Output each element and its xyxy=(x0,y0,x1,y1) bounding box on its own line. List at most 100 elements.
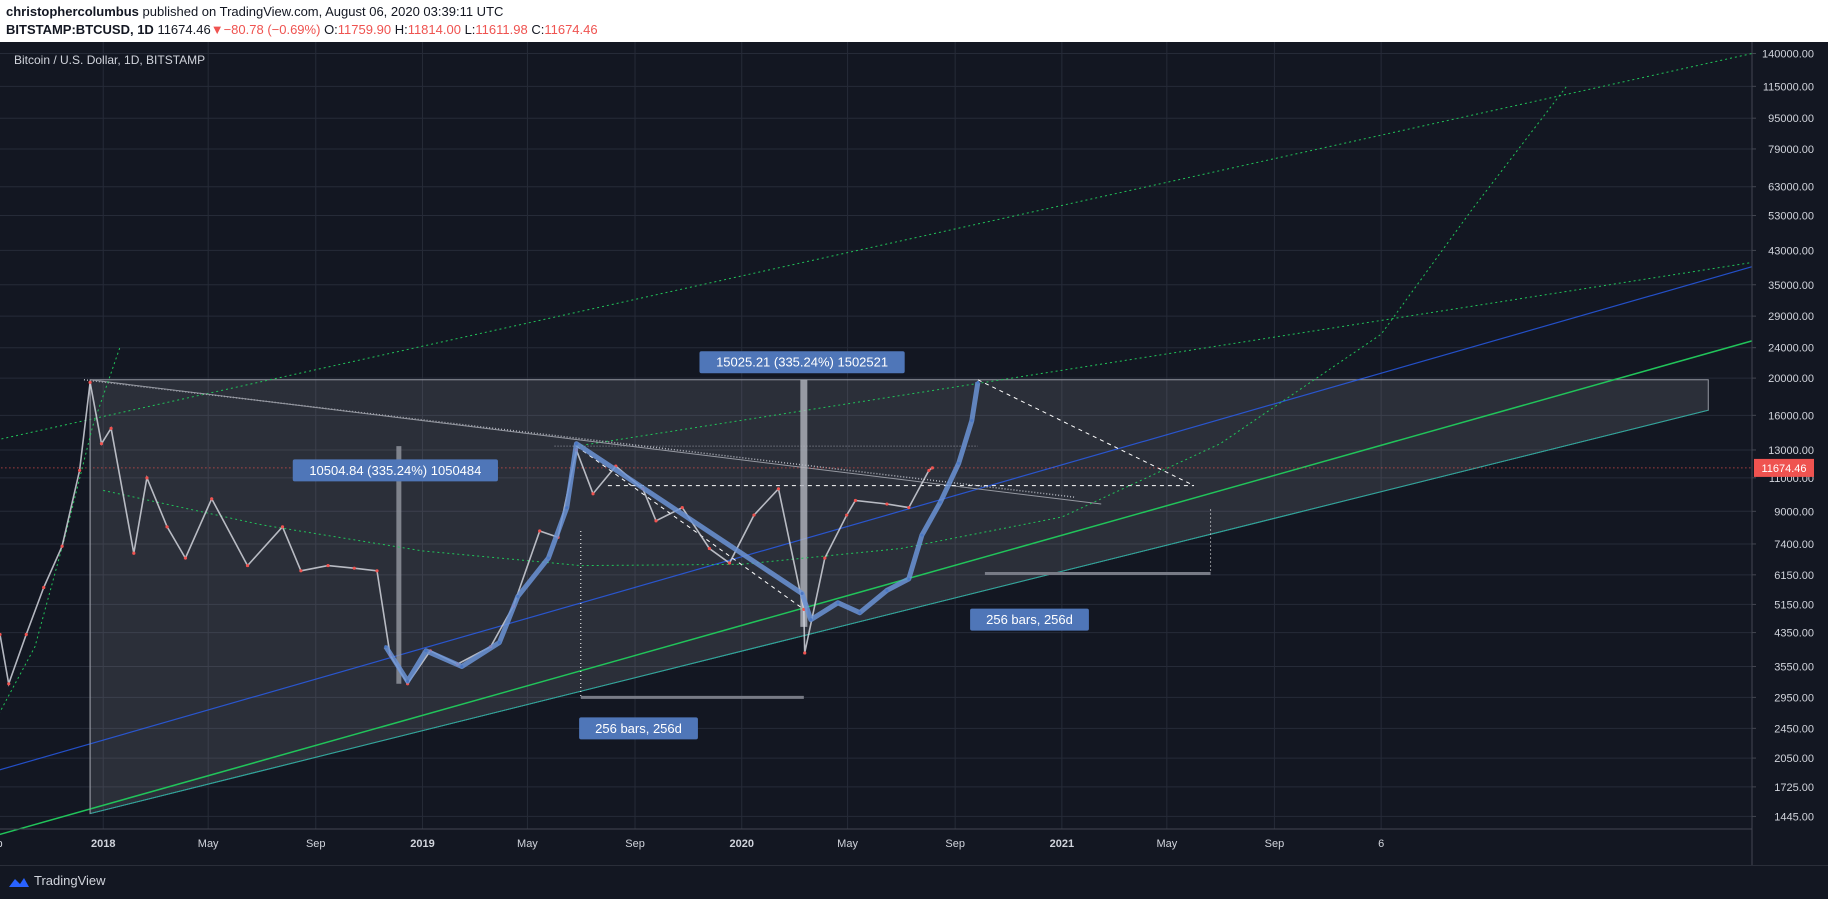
price-point xyxy=(727,561,732,565)
price-change: −80.78 (−0.69%) xyxy=(223,22,321,37)
projection-point xyxy=(406,679,410,683)
last-price: 11674.46 xyxy=(157,22,211,37)
annotation-label: 10504.84 (335.24%) 1050484 xyxy=(292,459,498,482)
price-point xyxy=(375,569,379,573)
x-tick-label: 2021 xyxy=(1050,838,1074,850)
price-point xyxy=(299,569,303,573)
price-point xyxy=(885,502,889,506)
blue-trendline xyxy=(0,266,1753,771)
price-point xyxy=(60,544,64,548)
publish-info: christophercolumbus published on Trading… xyxy=(6,4,503,19)
price-point xyxy=(145,476,149,480)
chart-drawings xyxy=(0,53,1753,836)
annotation-label: 256 bars, 256d xyxy=(970,608,1089,631)
projection-point xyxy=(970,419,974,423)
y-tick-label: 2450.00 xyxy=(1774,723,1814,735)
y-tick-label: 115000.00 xyxy=(1763,81,1814,93)
price-point xyxy=(654,519,658,523)
y-tick-label: 13000.00 xyxy=(1768,445,1814,457)
projection-point xyxy=(546,556,550,560)
price-point xyxy=(88,380,92,384)
low-label: L: xyxy=(464,22,476,37)
x-tick-label: Sep xyxy=(306,838,326,850)
price-point xyxy=(823,556,827,560)
parabolic-curve xyxy=(103,85,1567,567)
price-point xyxy=(352,566,356,570)
y-tick-label: 20000.00 xyxy=(1768,373,1814,385)
chart-title: Bitcoin / U.S. Dollar, 1D, BITSTAMP xyxy=(14,53,205,67)
price-point xyxy=(707,546,711,551)
price-point xyxy=(132,551,136,555)
projection-point xyxy=(858,611,862,615)
fractal-projection xyxy=(383,381,981,684)
down-arrow-icon: ▼ xyxy=(210,22,224,37)
low-value: 11611.98 xyxy=(475,22,528,37)
x-tick-label: 2018 xyxy=(91,838,115,850)
y-tick-label: 29000.00 xyxy=(1768,311,1814,323)
x-tick-label: May xyxy=(198,838,219,850)
tradingview-logo[interactable]: TradingView xyxy=(8,873,106,889)
price-point xyxy=(0,632,2,637)
annotation-box xyxy=(699,351,905,374)
publish-header: christophercolumbus published on Trading… xyxy=(0,0,1828,42)
price-chart[interactable]: Bitcoin / U.S. Dollar, 1D, BITSTAMP 1050… xyxy=(0,42,1828,865)
footer-brand: TradingView xyxy=(34,873,106,888)
price-point xyxy=(24,632,28,637)
footer: TradingView xyxy=(0,865,1828,899)
projection-point xyxy=(809,618,813,622)
price-point xyxy=(680,506,684,510)
y-tick-label: 95000.00 xyxy=(1768,113,1814,125)
annotation-text: 256 bars, 256d xyxy=(986,612,1073,627)
projection-point xyxy=(976,380,980,384)
price-point xyxy=(752,513,756,517)
y-tick-label: 43000.00 xyxy=(1768,245,1814,257)
close-value: 11674.46 xyxy=(544,22,598,37)
high-label: H: xyxy=(394,22,408,37)
resistance-line-2 xyxy=(90,379,1102,505)
price-point xyxy=(803,651,807,655)
last-price-text: 11674.46 xyxy=(1761,463,1806,475)
early-parabola xyxy=(0,347,121,713)
last-price-badge: 11674.46 xyxy=(1754,458,1814,477)
price-point xyxy=(42,585,46,590)
time-axis[interactable]: ep 2018 May Sep 2019 May Sep 2020 May Sep 2021 May S… xyxy=(0,838,1384,850)
y-tick-label: 24000.00 xyxy=(1768,343,1814,355)
price-point xyxy=(907,506,911,510)
y-tick-label: 2950.00 xyxy=(1774,692,1814,704)
projection-point xyxy=(885,588,889,592)
price-point xyxy=(99,442,104,446)
author-name[interactable]: christophercolumbus xyxy=(6,4,139,19)
annotation-box xyxy=(292,459,498,482)
high-value: 11814.00 xyxy=(407,22,461,37)
y-tick-label: 6150.00 xyxy=(1774,570,1814,582)
projection-point xyxy=(907,577,911,581)
mid-channel-line xyxy=(576,261,1753,447)
price-axis[interactable]: 140000.00 115000.00 95000.00 79000.00 63000.… xyxy=(1752,49,1814,824)
annotation-text: 15025.21 (335.24%) 1502521 xyxy=(716,355,888,370)
triangle-pattern xyxy=(89,379,1709,815)
projection-point xyxy=(516,595,520,599)
x-tick-label: May xyxy=(837,838,858,850)
price-point xyxy=(930,466,935,470)
price-point xyxy=(7,682,11,686)
y-tick-label: 5150.00 xyxy=(1774,599,1814,611)
projection-point xyxy=(957,461,961,465)
close-label: C: xyxy=(531,22,545,37)
projection-point xyxy=(800,591,804,595)
price-point xyxy=(245,563,250,568)
annotation-box xyxy=(970,608,1089,631)
y-tick-label: 4350.00 xyxy=(1774,628,1814,640)
symbol-name: BITSTAMP:BTCUSD, 1D xyxy=(6,22,154,37)
projection-point xyxy=(384,645,388,649)
open-label: O: xyxy=(324,22,338,37)
x-tick-label: Sep xyxy=(945,838,965,850)
projection-series xyxy=(383,380,981,684)
price-point xyxy=(927,468,931,473)
y-tick-label: 7400.00 xyxy=(1774,539,1814,551)
x-tick-label: 6 xyxy=(1378,838,1384,850)
chart-grid xyxy=(0,42,1752,829)
y-tick-label: 140000.00 xyxy=(1762,49,1814,61)
x-tick-label: Sep xyxy=(1265,838,1285,850)
price-point xyxy=(776,487,781,491)
projection-point xyxy=(497,640,501,644)
